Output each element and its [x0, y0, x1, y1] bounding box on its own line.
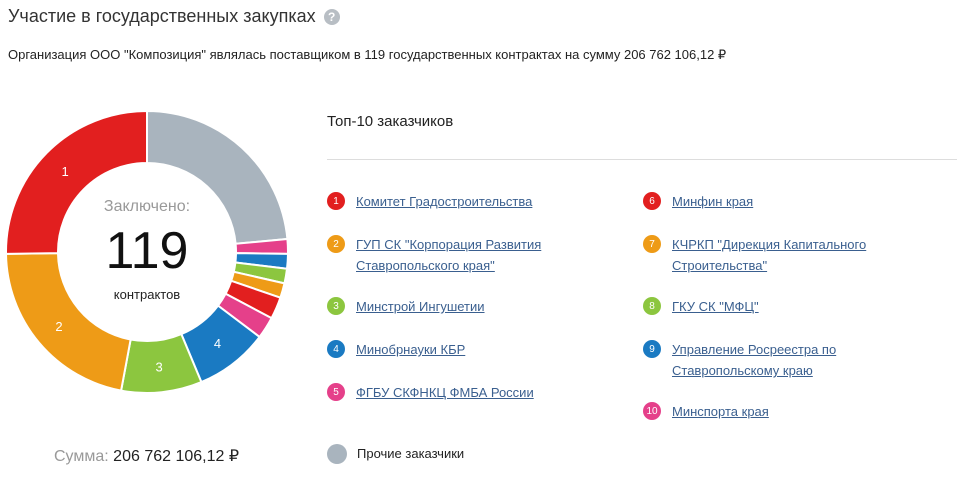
section-title: Участие в государственных закупках — [8, 6, 316, 26]
customer-link[interactable]: КЧРКП "Дирекция Капитального Строительст… — [672, 237, 867, 273]
rank-badge: 8 — [643, 297, 661, 315]
customer-link[interactable]: Минстрой Ингушетии — [356, 299, 485, 314]
top-customer-item: 5 ФГБУ СКФНКЦ ФМБА России — [327, 383, 586, 403]
customer-link[interactable]: ГУП СК "Корпорация Развития Ставропольск… — [356, 237, 542, 273]
rank-badge: 7 — [643, 235, 661, 253]
summary-text: Организация ООО "Композиция" являлась по… — [8, 47, 727, 62]
slice-label: 3 — [156, 359, 163, 374]
contracts-label: Заключено: — [103, 198, 191, 215]
section-header: Участие в государственных закупках ? — [8, 6, 340, 27]
slice-label: 1 — [62, 164, 69, 179]
donut-slice[interactable] — [146, 111, 288, 245]
donut-center: Заключено: 119 контрактов — [6, 111, 288, 393]
contracts-unit: контрактов — [113, 287, 181, 302]
customer-link[interactable]: ГКУ СК "МФЦ" — [672, 299, 759, 314]
rank-badge: 9 — [643, 340, 661, 358]
top-customer-item: 8 ГКУ СК "МФЦ" — [643, 297, 902, 317]
customer-link[interactable]: Комитет Градостроительства — [356, 194, 533, 209]
other-customers-label: Прочие заказчики — [357, 446, 465, 461]
top-customer-item: 3 Минстрой Ингушетии — [327, 297, 586, 317]
top-customer-item: 7 КЧРКП "Дирекция Капитального Строительс… — [643, 235, 902, 276]
donut-svg: 4 3 2 1 — [6, 111, 288, 393]
customer-link[interactable]: ФГБУ СКФНКЦ ФМБА России — [356, 385, 534, 400]
rank-badge: 2 — [327, 235, 345, 253]
top-customer-item: 9 Управление Росреестра по Ставропольском… — [643, 340, 902, 381]
other-customers-item: Прочие заказчики — [327, 444, 464, 464]
customer-link[interactable]: Минфин края — [672, 194, 754, 209]
contracts-count: 119 — [105, 222, 189, 280]
top-customers-title: Топ-10 заказчиков — [327, 113, 454, 130]
customer-link[interactable]: Минспорта края — [672, 404, 769, 419]
top-customer-item: 4 Минобрнауки КБР — [327, 340, 586, 360]
top-customer-item: 1 Комитет Градостроительства — [327, 192, 586, 212]
divider — [327, 159, 957, 160]
donut-slice[interactable] — [6, 111, 148, 255]
top-customer-item: 6 Минфин края — [643, 192, 902, 212]
sum-label: Сумма: — [54, 448, 109, 465]
top-customer-item: 10 Минспорта края — [643, 402, 902, 422]
slice-label: 2 — [55, 319, 62, 334]
other-customers-dot — [327, 444, 347, 464]
sum-value: 206 762 106,12 ₽ — [113, 448, 240, 465]
rank-badge: 5 — [327, 383, 345, 401]
rank-badge: 4 — [327, 340, 345, 358]
donut-chart: 4 3 2 1 Заключено: 119 контрактов — [6, 111, 288, 393]
slice-label: 4 — [214, 336, 221, 351]
top-customer-item: 2 ГУП СК "Корпорация Развития Ставропольс… — [327, 235, 586, 276]
total-sum: Сумма: 206 762 106,12 ₽ — [54, 446, 239, 466]
customer-link[interactable]: Управление Росреестра по Ставропольскому… — [672, 342, 837, 378]
rank-badge: 1 — [327, 192, 345, 210]
rank-badge: 3 — [327, 297, 345, 315]
rank-badge: 10 — [643, 402, 661, 420]
customer-link[interactable]: Минобрнауки КБР — [356, 342, 466, 357]
help-icon[interactable]: ? — [323, 8, 340, 25]
rank-badge: 6 — [643, 192, 661, 210]
